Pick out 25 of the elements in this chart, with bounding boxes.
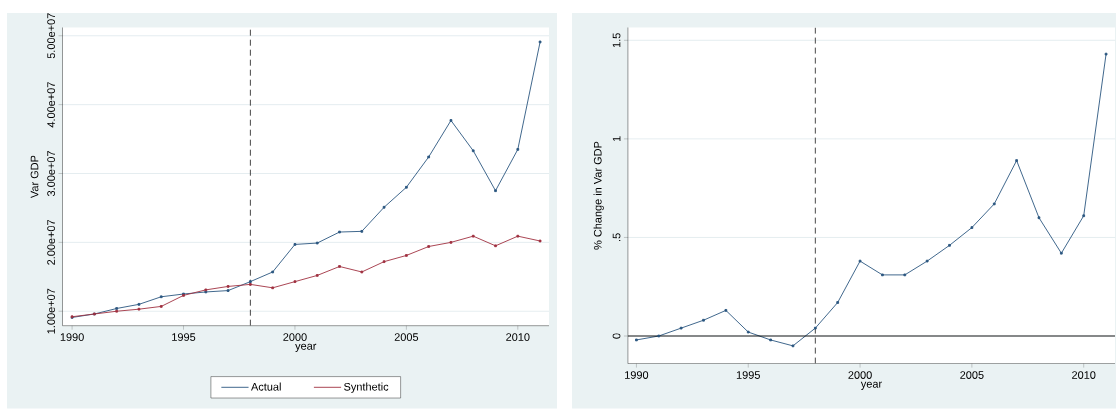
y-tick-label: 1.00e+07 xyxy=(47,288,55,334)
x-tick-label: 2010 xyxy=(1072,371,1096,379)
x-tick-label: 1990 xyxy=(60,333,84,341)
y-tick-label: 4.00e+07 xyxy=(47,82,55,128)
x-tick-label: 2000 xyxy=(283,333,307,341)
legend-label: Synthetic xyxy=(344,382,389,393)
x-tick-label: 1995 xyxy=(736,371,760,379)
y-tick-label: .5 xyxy=(612,233,621,242)
x-tick-label: 2005 xyxy=(394,333,419,341)
y-tick-label: 0 xyxy=(612,333,621,339)
y-axis-title: % Change in Var GDP xyxy=(593,141,604,250)
x-tick-label: 2000 xyxy=(848,371,872,379)
y-tick-label: 3.00e+07 xyxy=(47,151,55,197)
y-tick-label: 5.00e+07 xyxy=(47,13,55,59)
x-tick-label: 2010 xyxy=(506,333,530,341)
y-tick-label: 1 xyxy=(612,136,621,142)
legend-label: Actual xyxy=(251,382,281,391)
y-tick-label: 1.5 xyxy=(612,33,621,48)
x-tick-label: 2005 xyxy=(960,371,984,379)
x-tick-label: 1995 xyxy=(172,333,196,341)
y-axis-title: Var GDP xyxy=(30,155,39,199)
x-axis-title: year xyxy=(295,343,317,352)
x-tick-label: 1990 xyxy=(625,371,649,379)
y-tick-label: 2.00e+07 xyxy=(47,219,55,265)
x-axis-title: year xyxy=(860,381,882,390)
